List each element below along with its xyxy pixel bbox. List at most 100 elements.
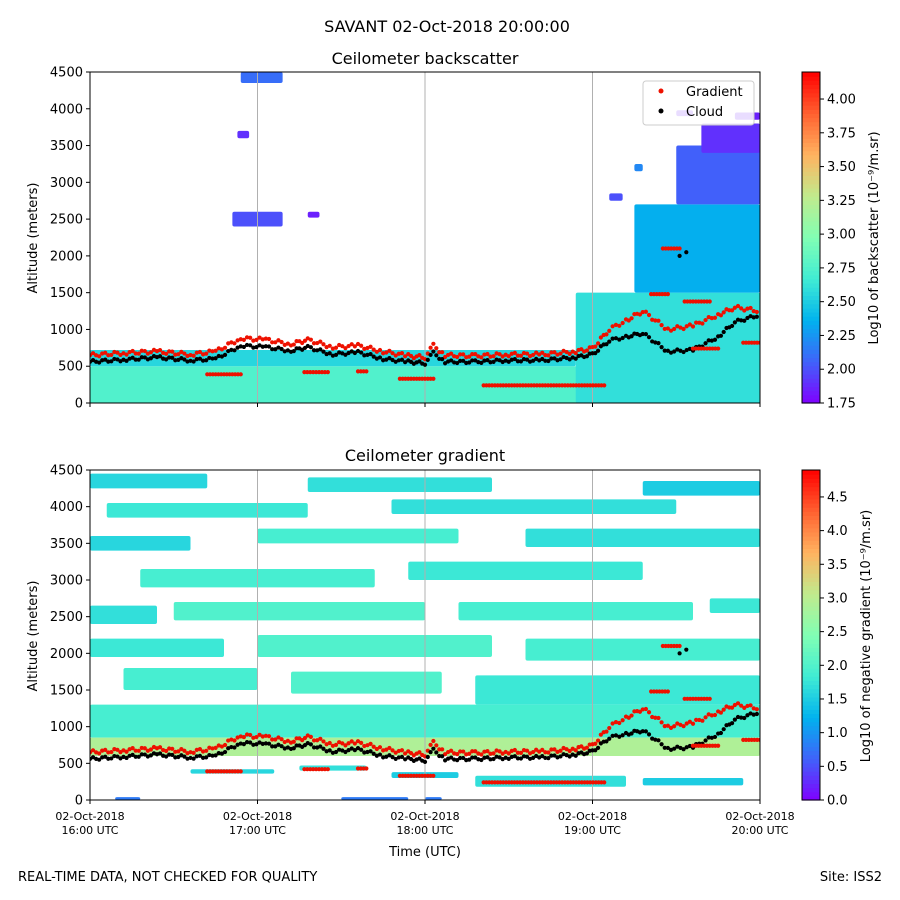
cloud-point — [355, 746, 361, 751]
colorbar-segment — [802, 303, 820, 309]
gradient-point — [164, 351, 169, 356]
colorbar-tick-label: 4.0 — [827, 524, 848, 539]
colorbar-segment — [802, 84, 820, 90]
cloud-point — [518, 359, 524, 364]
gradient-segment-point — [302, 767, 307, 772]
cloud-point — [721, 727, 726, 732]
gradient-point — [408, 353, 414, 359]
gradient-point — [349, 342, 354, 347]
gradient-point — [659, 720, 664, 725]
cloud-point — [97, 757, 102, 762]
colorbar-segment — [802, 643, 820, 648]
cloud-point — [200, 358, 206, 363]
x-tick-label: 02-Oct-2018 — [55, 810, 124, 823]
gradient-point — [399, 351, 405, 356]
gradient-point — [359, 343, 364, 348]
cloud-point — [266, 741, 272, 746]
heatmap-region — [90, 536, 191, 551]
cloud-point — [222, 352, 228, 358]
cloud-point — [546, 756, 551, 761]
gradient-point — [455, 354, 460, 360]
cloud-point — [124, 358, 129, 363]
gradient-point — [285, 738, 290, 743]
cloud-point — [497, 358, 502, 363]
gradient-point — [595, 341, 601, 346]
colorbar-tick-label: 0.0 — [827, 794, 848, 809]
gradient-point — [384, 747, 389, 752]
heatmap-region — [173, 602, 425, 621]
gradient-segment-point — [305, 767, 310, 772]
cloud-point — [659, 345, 664, 350]
cloud-point — [540, 754, 545, 759]
gradient-point — [604, 729, 609, 734]
gradient-point — [617, 720, 622, 726]
cloud-point — [207, 355, 212, 361]
gradient-point — [712, 712, 718, 718]
gradient-point — [745, 703, 750, 709]
legend-gradient-label: Gradient — [686, 85, 743, 100]
cloud-point — [191, 756, 196, 761]
gradient-point — [500, 354, 505, 359]
gradient-segment-point — [431, 773, 436, 778]
gradient-point — [170, 349, 175, 354]
cloud-point — [321, 746, 326, 751]
cloud-point — [449, 358, 454, 363]
gradient-point — [552, 350, 557, 355]
colorbar-segment — [802, 787, 820, 793]
colorbar-segment — [802, 345, 820, 350]
cloud-point — [263, 741, 268, 746]
cloud-point — [620, 335, 625, 341]
gradient-point — [396, 351, 401, 356]
colorbar-segment — [802, 746, 820, 752]
heatmap-region — [575, 292, 760, 403]
colorbar-segment — [802, 729, 820, 735]
cloud-point — [270, 744, 275, 749]
cloud-point — [207, 752, 212, 758]
cloud-point — [567, 754, 572, 759]
heatmap-region — [90, 473, 208, 489]
gradient-point — [355, 739, 361, 744]
colorbar-segment — [802, 725, 820, 731]
gradient-segment-point — [322, 370, 328, 375]
gradient-point — [182, 351, 187, 356]
gradient-point — [718, 313, 724, 318]
gradient-point — [374, 349, 379, 354]
heatmap-region — [701, 123, 760, 153]
cloud-point — [330, 750, 335, 755]
cloud-point — [308, 345, 313, 350]
gradient-point — [709, 316, 714, 321]
y-tick-label: 500 — [58, 757, 83, 772]
cloud-point — [721, 329, 726, 335]
cloud-point — [613, 336, 619, 341]
heatmap-region — [257, 635, 492, 657]
gradient-point — [148, 350, 154, 355]
cloud-point — [346, 748, 351, 753]
colorbar-segment — [802, 560, 820, 566]
gradient-point — [248, 335, 253, 340]
gradient-point — [443, 752, 448, 757]
colorbar-tick-label: 3.25 — [827, 194, 856, 209]
gradient-point — [263, 733, 268, 738]
cloud-point — [732, 717, 737, 722]
gradient-point — [694, 320, 699, 325]
colorbar-segment — [802, 758, 820, 764]
gradient-plot-area[interactable]: 0 500 1000 1500 2000 2500 3000 3500 4000 4500 02-O… — [50, 464, 795, 838]
gradient-point — [607, 328, 612, 333]
gradient-point — [115, 747, 120, 752]
gradient-point — [118, 749, 123, 755]
gradient-point — [305, 336, 310, 341]
gradient-point — [365, 743, 370, 748]
colorbar-segment — [802, 564, 820, 570]
plot-content — [90, 470, 760, 800]
gradient-point — [712, 315, 718, 320]
cloud-point — [540, 356, 545, 362]
legend: Gradient Cloud — [642, 80, 755, 126]
gradient-point — [549, 747, 554, 752]
y-tick-label: 4000 — [50, 500, 83, 515]
gradient-point — [515, 353, 520, 358]
cloud-point — [204, 358, 209, 363]
cloud-point — [467, 757, 472, 762]
gradient-segment-point — [677, 643, 682, 649]
colorbar-segment — [802, 762, 820, 768]
gradient-point — [213, 745, 218, 750]
